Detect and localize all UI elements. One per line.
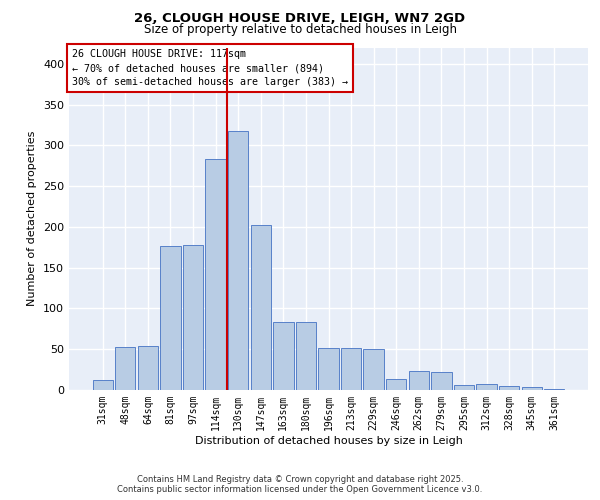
Bar	[364, 349, 384, 390]
Bar	[544, 389, 565, 390]
Bar	[409, 371, 429, 390]
Bar	[296, 322, 316, 390]
Bar	[454, 385, 474, 390]
Bar	[92, 380, 113, 390]
Bar	[499, 386, 519, 390]
X-axis label: Distribution of detached houses by size in Leigh: Distribution of detached houses by size …	[194, 436, 463, 446]
Bar	[319, 348, 338, 390]
Text: Contains HM Land Registry data © Crown copyright and database right 2025.
Contai: Contains HM Land Registry data © Crown c…	[118, 474, 482, 494]
Bar	[341, 348, 361, 390]
Bar	[115, 347, 136, 390]
Bar	[521, 386, 542, 390]
Y-axis label: Number of detached properties: Number of detached properties	[28, 131, 37, 306]
Bar	[251, 226, 271, 390]
Bar	[273, 322, 293, 390]
Bar	[183, 245, 203, 390]
Bar	[386, 378, 406, 390]
Bar	[476, 384, 497, 390]
Text: 26, CLOUGH HOUSE DRIVE, LEIGH, WN7 2GD: 26, CLOUGH HOUSE DRIVE, LEIGH, WN7 2GD	[134, 12, 466, 26]
Bar	[160, 246, 181, 390]
Bar	[138, 346, 158, 390]
Text: 26 CLOUGH HOUSE DRIVE: 117sqm
← 70% of detached houses are smaller (894)
30% of : 26 CLOUGH HOUSE DRIVE: 117sqm ← 70% of d…	[71, 49, 347, 87]
Bar	[228, 132, 248, 390]
Text: Size of property relative to detached houses in Leigh: Size of property relative to detached ho…	[143, 22, 457, 36]
Bar	[431, 372, 452, 390]
Bar	[205, 159, 226, 390]
